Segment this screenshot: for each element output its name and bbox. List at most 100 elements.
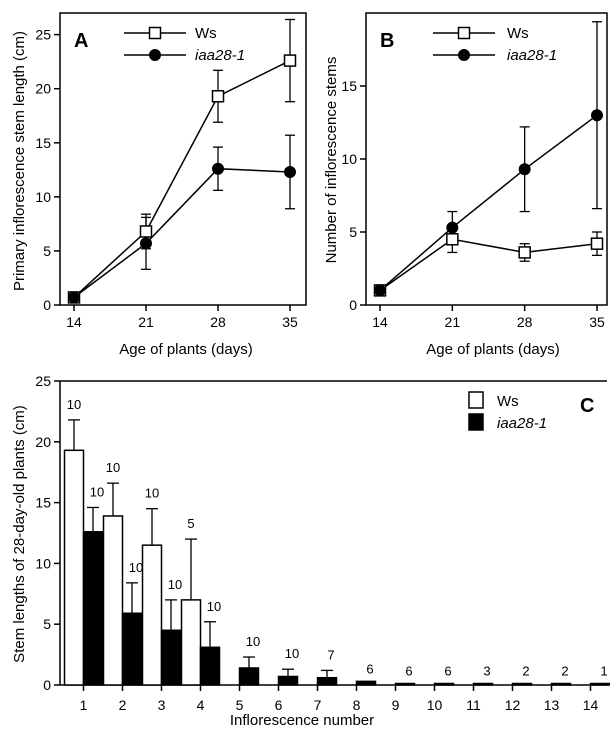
panel-b-axes: 0 5 10 15 14 21 28 35	[341, 78, 605, 330]
legend-ws-symbol	[124, 26, 186, 40]
bar-iaa28-1	[433, 682, 455, 686]
y-tick-label: 15	[341, 78, 357, 94]
bar-ws	[102, 515, 124, 686]
bar-iaa28-1	[355, 680, 377, 686]
bar-iaa28-1	[277, 675, 299, 686]
legend-marker	[457, 26, 471, 40]
bar-iaa28-1	[121, 612, 143, 686]
sample-size-label: 6	[405, 664, 412, 679]
x-tick-label: 21	[138, 314, 154, 330]
panel-a-letter: A	[74, 30, 88, 52]
bar-iaa28-1	[394, 682, 416, 686]
legend-ws-symbol	[433, 26, 495, 40]
x-tick-label: 4	[197, 697, 205, 713]
sample-size-label: 10	[168, 577, 182, 592]
data-point-ws	[211, 90, 225, 103]
data-point-iaa28-1	[140, 237, 152, 250]
legend-iaa28-label: iaa28-1	[497, 415, 547, 432]
y-tick-label: 25	[35, 373, 51, 389]
data-point-ws	[446, 233, 459, 246]
x-tick-label: 7	[314, 697, 322, 713]
sample-size-label: 2	[522, 664, 529, 679]
series-line-ws	[73, 59, 291, 298]
bar-iaa28-1	[238, 667, 260, 686]
x-tick-label: 2	[119, 697, 127, 713]
panel-c-xlabel: Inflorescence number	[230, 712, 374, 729]
data-point-iaa28-1	[518, 163, 531, 176]
data-point-iaa28-1	[446, 221, 459, 234]
x-tick-label: 21	[445, 314, 461, 330]
sample-size-label: 5	[187, 516, 194, 531]
sample-size-label: 10	[90, 484, 104, 499]
x-tick-label: 9	[392, 697, 400, 713]
bar-iaa28-1	[160, 629, 182, 686]
legend-iaa28-label: iaa28-1	[195, 47, 245, 64]
x-tick-label: 11	[466, 697, 481, 713]
x-tick-label: 1	[80, 697, 88, 713]
x-tick-label: 14	[583, 697, 599, 713]
panel-a-xlabel: Age of plants (days)	[119, 341, 252, 358]
series-line-iaa28-1	[73, 167, 291, 298]
y-tick-label: 5	[43, 243, 51, 259]
bar-iaa28-1	[199, 646, 221, 686]
x-tick-label: 14	[372, 314, 388, 330]
sample-size-label: 7	[327, 647, 334, 662]
sample-size-label: 2	[561, 664, 568, 679]
x-tick-label: 28	[210, 314, 226, 330]
bar-ws	[180, 599, 202, 686]
panel-a-legend: Ws iaa28-1	[124, 25, 245, 64]
y-tick-label: 0	[349, 297, 357, 313]
bar-iaa28-1	[589, 682, 610, 686]
x-tick-label: 35	[589, 314, 605, 330]
x-tick-label: 12	[505, 697, 521, 713]
y-tick-label: 20	[35, 434, 51, 450]
y-tick-label: 15	[35, 495, 51, 511]
y-tick-label: 10	[35, 555, 51, 571]
panel-b-ylabel: Number of inflorescence stems	[323, 57, 340, 264]
data-point-ws	[283, 54, 297, 67]
panel-a-plot	[67, 18, 297, 304]
panel-b-xlabel: Age of plants (days)	[426, 341, 559, 358]
x-tick-label: 6	[275, 697, 283, 713]
y-tick-label: 10	[341, 151, 357, 167]
x-tick-label: 14	[66, 314, 82, 330]
y-tick-label: 10	[35, 189, 51, 205]
panel-b-frame	[365, 12, 608, 306]
bar-iaa28-1	[550, 682, 572, 686]
sample-size-label: 3	[483, 664, 490, 679]
data-point-iaa28-1	[591, 109, 603, 122]
panel-b: B 0 5 10 15 14 21 28 35 Ws iaa28-1 Number of in…	[323, 12, 608, 358]
panel-c-legend: Ws iaa28-1	[468, 391, 547, 432]
data-point-iaa28-1	[68, 291, 80, 304]
data-point-ws	[590, 237, 604, 250]
x-tick-label: 35	[282, 314, 298, 330]
y-tick-label: 5	[349, 224, 357, 240]
data-point-ws	[518, 246, 531, 259]
panel-b-legend: Ws iaa28-1	[433, 25, 557, 64]
series-line-ws	[379, 238, 598, 292]
legend-iaa28-symbol	[124, 49, 186, 61]
data-point-iaa28-1	[284, 165, 296, 178]
y-tick-label: 0	[43, 297, 51, 313]
sample-size-label: 10	[246, 634, 260, 649]
bar-ws	[141, 544, 163, 686]
y-tick-label: 0	[43, 677, 51, 693]
legend-ws-label: Ws	[507, 25, 529, 42]
data-point-iaa28-1	[374, 284, 386, 297]
sample-size-label: 1	[600, 664, 607, 679]
legend-iaa28-symbol	[433, 49, 495, 61]
x-tick-label: 3	[158, 697, 166, 713]
legend-marker	[458, 49, 470, 61]
bar-iaa28-1	[472, 682, 494, 686]
sample-size-label: 10	[67, 397, 81, 412]
y-tick-label: 20	[35, 81, 51, 97]
sample-size-label: 10	[106, 460, 120, 475]
y-tick-label: 15	[35, 135, 51, 151]
y-tick-label: 25	[35, 27, 51, 43]
legend-ws-label: Ws	[195, 25, 217, 42]
panel-c-letter: C	[580, 395, 594, 417]
